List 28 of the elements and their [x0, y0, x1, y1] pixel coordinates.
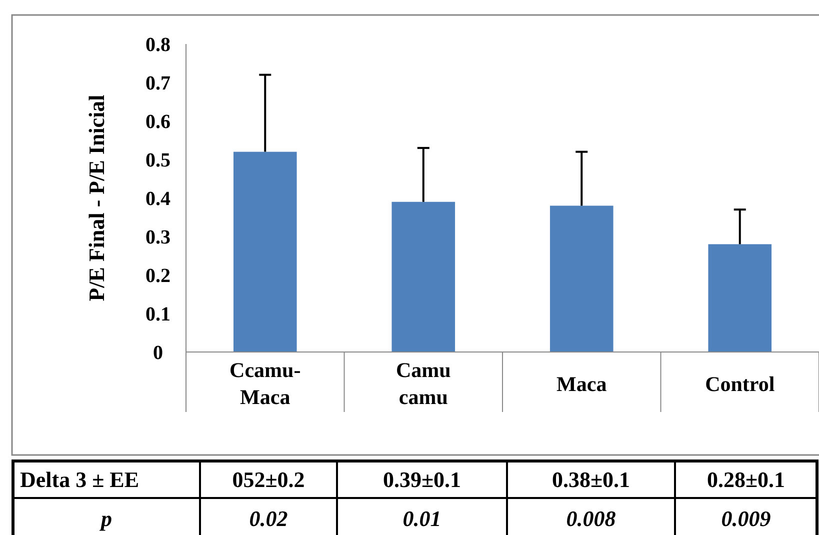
y-tick-label: 0.4 [146, 188, 170, 210]
y-tick-label: 0.7 [146, 72, 170, 94]
bar [708, 244, 772, 352]
text: 0.39±0.1 [382, 467, 462, 492]
text: 0.01 [402, 506, 442, 532]
text: 0.28±0.1 [706, 467, 786, 492]
x-tick-label: Camu camu [396, 358, 452, 409]
y-tick-label: 0.6 [146, 111, 170, 133]
y-axis-title: P/E Final - P/E Inicial [84, 94, 109, 302]
text: 0.008 [566, 506, 616, 532]
y-tick-label: 0.5 [146, 150, 170, 172]
text: Delta 3 ± EE [20, 467, 140, 492]
y-tick-label: 0.1 [146, 304, 170, 326]
bar [550, 206, 614, 352]
y-tick-label: 0.8 [146, 34, 170, 56]
text: 0.38±0.1 [552, 467, 630, 492]
y-tick-label: 0.2 [146, 265, 170, 287]
y-tick-label: 0.3 [146, 226, 170, 248]
text: 0.02 [249, 506, 288, 532]
x-tick-label: Ccamu-Maca [230, 358, 301, 409]
text: p [99, 506, 112, 532]
text: 0.009 [721, 506, 771, 532]
y-tick-label: 0 [153, 342, 163, 364]
bar [392, 202, 456, 352]
text: 052±0.2 [232, 467, 305, 492]
x-tick-label: Control [705, 372, 775, 396]
x-tick-label: Maca [556, 372, 608, 396]
bar [233, 152, 297, 352]
